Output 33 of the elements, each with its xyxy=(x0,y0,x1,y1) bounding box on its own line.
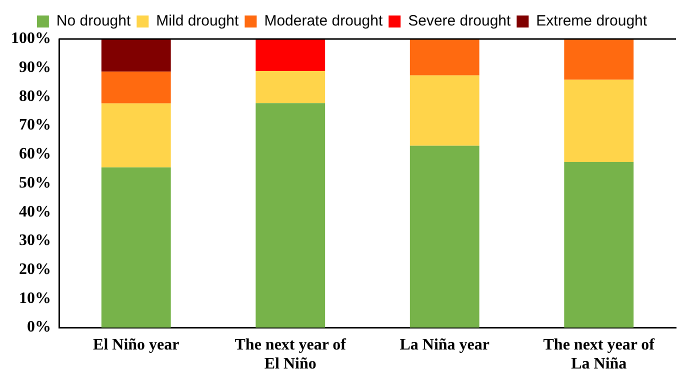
x-tick-label: The next year of La Niña xyxy=(543,336,656,373)
bar xyxy=(101,39,171,72)
legend-label: Mild drought xyxy=(156,12,240,30)
y-tick-label: 60% xyxy=(19,146,51,163)
y-tick-label: 0% xyxy=(27,318,51,336)
y-tick-label: 10% xyxy=(19,290,51,307)
bar xyxy=(410,146,480,328)
bar xyxy=(256,71,326,104)
y-tick-label: 90% xyxy=(19,59,51,76)
bar xyxy=(256,39,326,72)
y-tick-label: 100% xyxy=(11,30,51,48)
legend-label: Moderate drought xyxy=(264,12,384,30)
y-tick-label: 70% xyxy=(19,116,51,134)
legend-label: No drought xyxy=(56,12,132,30)
x-tick-label: La Niña year xyxy=(400,336,490,354)
bar xyxy=(564,80,634,162)
bar xyxy=(410,39,480,76)
bar xyxy=(101,72,171,104)
bar xyxy=(101,103,171,168)
y-tick-label: 80% xyxy=(19,88,51,105)
bar xyxy=(410,75,480,146)
x-tick-label: El Niño year xyxy=(93,336,180,354)
bar xyxy=(564,162,634,328)
y-tick-label: 20% xyxy=(19,261,51,278)
bar xyxy=(101,167,171,328)
y-tick-label: 50% xyxy=(19,174,51,192)
legend-label: Severe drought xyxy=(408,12,512,30)
y-tick-label: 40% xyxy=(19,203,51,220)
bar xyxy=(564,39,634,80)
x-tick-label: The next year of El Niño xyxy=(234,336,347,373)
y-tick-label: 30% xyxy=(19,232,51,250)
bar xyxy=(256,103,326,328)
legend-label: Extreme drought xyxy=(536,12,648,30)
